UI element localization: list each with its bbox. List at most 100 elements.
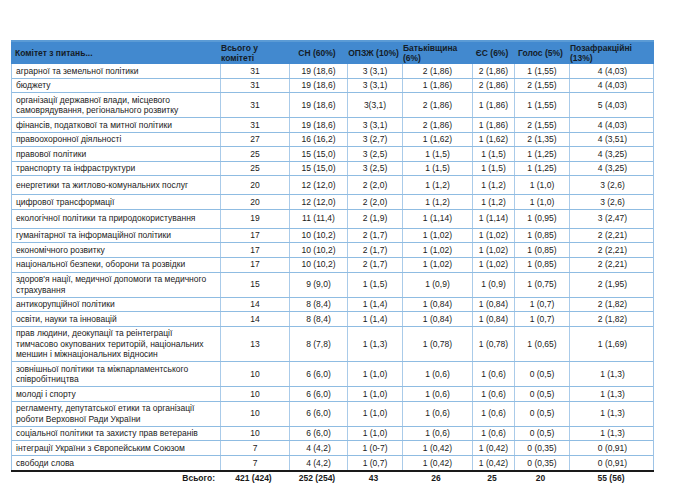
value-cell: 1 (1,4) — [347, 298, 402, 312]
table-row: соціальної політики та захисту прав вете… — [12, 427, 653, 442]
value-cell: 1 (1,5) — [402, 162, 472, 176]
value-cell: 17 — [220, 243, 289, 257]
value-cell: 1 (0,6) — [402, 387, 472, 401]
column-header-batkivshchyna: Батьківщина (6%) — [401, 42, 471, 64]
value-cell: 1 (1,5) — [472, 147, 514, 161]
value-cell: 0 (0,5) — [514, 402, 569, 426]
value-cell: 1 (1,86) — [472, 93, 514, 117]
committee-name-cell: економічного розвитку — [12, 243, 220, 257]
value-cell: 1 (1,25) — [514, 147, 569, 161]
column-header-holos: Голос (5%) — [513, 42, 568, 64]
table-row: аграрної та земельної політики3119 (18,6… — [12, 64, 653, 79]
value-cell: 4 (4,03) — [569, 79, 655, 93]
value-cell: 10 (10,2) — [289, 229, 347, 243]
value-cell: 3 (2,47) — [569, 210, 655, 228]
value-cell: 1 (0,9) — [402, 273, 472, 297]
table-row: правової політики2515 (15,0)3 (2,5)1 (1,… — [12, 147, 653, 162]
value-cell: 1 (1,02) — [472, 258, 514, 272]
value-cell: 1 (0,85) — [514, 229, 569, 243]
value-cell: 1 (1,3) — [347, 327, 402, 362]
value-cell: 1 (0,7) — [514, 298, 569, 312]
value-cell: 1 (1,4) — [347, 312, 402, 326]
value-cell: 3 (3,1) — [347, 79, 402, 93]
value-cell: 1 (0,6) — [402, 402, 472, 426]
value-cell: 7 — [220, 441, 289, 455]
value-cell: 1 (1,86) — [472, 118, 514, 132]
table-row: регламенту, депутатської етики та органі… — [12, 402, 653, 427]
value-cell: 3 (2,7) — [347, 133, 402, 147]
value-cell: 2 (2,21) — [569, 258, 655, 272]
table-row: енергетики та житлово-комунальних послуг… — [12, 176, 653, 195]
value-cell: 1 (0,85) — [514, 258, 569, 272]
value-cell: 1 (0,42) — [402, 441, 472, 455]
value-cell: 2 (2,21) — [569, 243, 655, 257]
value-cell: 31 — [220, 93, 289, 117]
value-cell: 4 (3,25) — [569, 147, 655, 161]
table-row: антикорупційної політики148 (8,4)1 (1,4)… — [12, 298, 653, 313]
value-cell: 25 — [220, 162, 289, 176]
value-cell: 1 (0,78) — [402, 327, 472, 362]
value-cell: 10 — [220, 362, 289, 386]
value-cell: 3 (2,6) — [569, 176, 655, 194]
value-cell: 20 — [220, 195, 289, 209]
table-row: здоров'я нації, медичної допомоги та мед… — [12, 273, 653, 298]
value-cell: 1 (0-7) — [347, 441, 402, 455]
committee-name-cell: освіти, науки та інновацій — [12, 312, 220, 326]
value-cell: 6 (6,0) — [289, 402, 347, 426]
value-cell: 1 (1,69) — [569, 327, 655, 362]
value-cell: 6 (6,0) — [289, 362, 347, 386]
value-cell: 5 (4,03) — [569, 93, 655, 117]
total-value: 55 (56) — [568, 472, 654, 486]
value-cell: 3 (2,5) — [347, 147, 402, 161]
value-cell: 19 (18,6) — [289, 93, 347, 117]
value-cell: 1 (1,2) — [402, 176, 472, 194]
value-cell: 1 (1,55) — [514, 93, 569, 117]
value-cell: 0 (0,5) — [514, 427, 569, 441]
value-cell: 1 (1,5) — [347, 273, 402, 297]
value-cell: 2 (1,86) — [402, 118, 472, 132]
value-cell: 6 (6,0) — [289, 387, 347, 401]
value-cell: 4 (3,25) — [569, 162, 655, 176]
committee-name-cell: інтеграції України з Європейським Союзом — [12, 441, 220, 455]
column-header-pozafraktsiini: Позафракційні (13%) — [568, 42, 654, 64]
table-row: економічного розвитку1710 (10,2)2 (1,7)1… — [12, 243, 653, 258]
value-cell: 1 (0,6) — [472, 427, 514, 441]
value-cell: 1 (1,2) — [402, 195, 472, 209]
value-cell: 2 (2,21) — [569, 229, 655, 243]
table-row: прав людини, деокупації та реінтеграції … — [12, 327, 653, 363]
value-cell: 1 (0,6) — [472, 402, 514, 426]
value-cell: 2 (2,0) — [347, 195, 402, 209]
value-cell: 1 (0,75) — [514, 273, 569, 297]
value-cell: 1 (1,0) — [347, 362, 402, 386]
value-cell: 0 (0,5) — [514, 362, 569, 386]
value-cell: 1 (1,62) — [402, 133, 472, 147]
value-cell: 1 (0,84) — [472, 298, 514, 312]
value-cell: 2 (1,55) — [514, 79, 569, 93]
value-cell: 31 — [220, 64, 289, 78]
value-cell: 1 (1,86) — [402, 79, 472, 93]
value-cell: 19 (18,6) — [289, 79, 347, 93]
value-cell: 10 — [220, 387, 289, 401]
value-cell: 31 — [220, 118, 289, 132]
value-cell: 10 — [220, 427, 289, 441]
table-row: екологічної політики та природокористува… — [12, 210, 653, 229]
value-cell: 1 (1,25) — [514, 162, 569, 176]
value-cell: 10 — [220, 402, 289, 426]
column-header-sn: СН (60%) — [288, 42, 346, 64]
value-cell: 25 — [220, 147, 289, 161]
value-cell: 1 (0,42) — [402, 456, 472, 470]
value-cell: 7 — [220, 456, 289, 470]
value-cell: 4 (4,03) — [569, 118, 655, 132]
committee-name-cell: прав людини, деокупації та реінтеграції … — [12, 327, 220, 362]
value-cell: 1 (1,02) — [472, 243, 514, 257]
committee-name-cell: національної безпеки, оборони та розвідк… — [12, 258, 220, 272]
value-cell: 1 (0,6) — [402, 427, 472, 441]
value-cell: 2 (1,86) — [472, 79, 514, 93]
committees-table: Комітет з питань... Всього у комітеті СН… — [11, 40, 654, 485]
table-total-row: Всього: 421 (424) 252 (254) 43 26 25 20 … — [11, 470, 654, 486]
value-cell: 1 (1,14) — [472, 210, 514, 228]
value-cell: 11 (11,4) — [289, 210, 347, 228]
value-cell: 1 (1,0) — [347, 387, 402, 401]
value-cell: 1 (1,0) — [514, 176, 569, 194]
committee-name-cell: бюджету — [12, 79, 220, 93]
